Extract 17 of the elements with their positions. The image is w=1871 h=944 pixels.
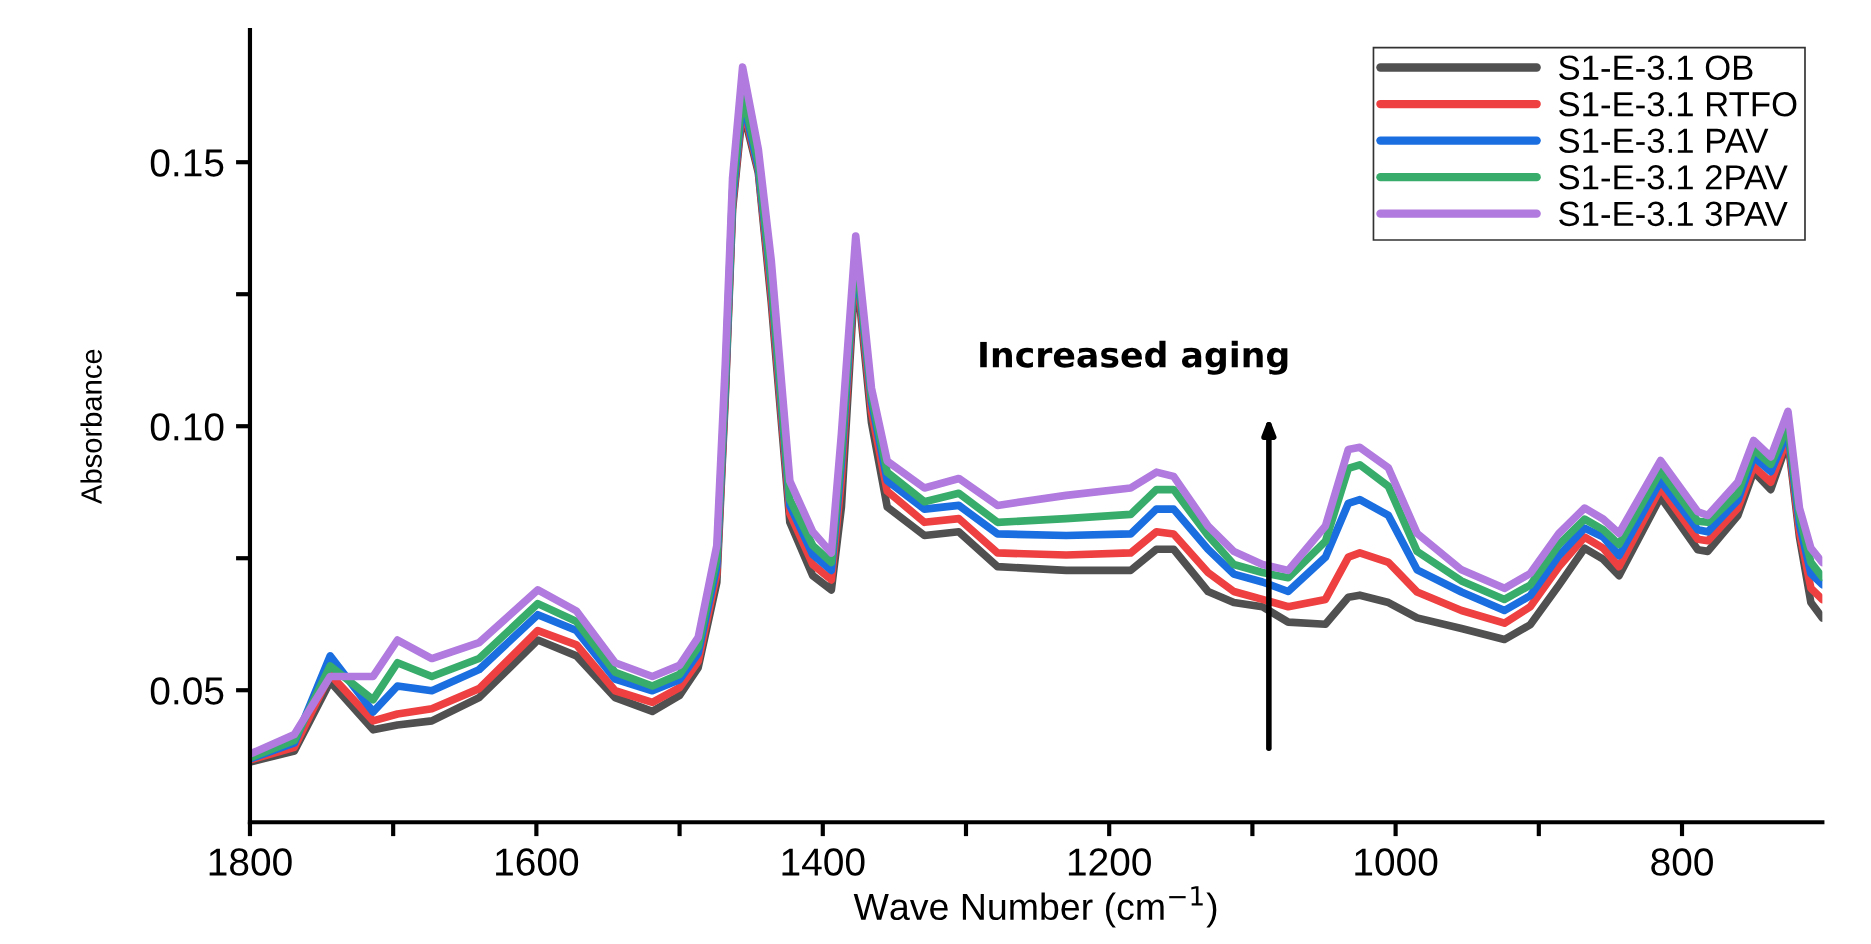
legend-label: S1-E-3.1 3PAV	[1559, 201, 1788, 227]
x-tick-label: 1000	[1355, 848, 1438, 876]
legend-label: S1-E-3.1 OB	[1559, 55, 1753, 81]
x-tick-label: 1200	[1068, 848, 1151, 876]
x-tick-label: 800	[1651, 848, 1713, 876]
x-axis-title: Wave Number (cm$^{−1}$)	[853, 886, 1217, 928]
y-axis-title: Absorbance	[80, 349, 102, 504]
x-tick-label: 1800	[209, 848, 292, 876]
annotation: Increased aging	[980, 340, 1288, 375]
legend-label: S1-E-3.1 2PAV	[1559, 165, 1788, 190]
legend-label: S1-E-3.1 RTFO	[1559, 91, 1797, 117]
y-tick-label: 0.05	[150, 677, 224, 705]
x-tick-label: 1400	[782, 848, 865, 876]
legend-label: S1-E-3.1 PAV	[1559, 128, 1769, 154]
y-tick-label: 0.10	[150, 413, 224, 441]
y-tick-label: 0.15	[150, 149, 224, 177]
x-tick-label: 1600	[496, 848, 579, 876]
